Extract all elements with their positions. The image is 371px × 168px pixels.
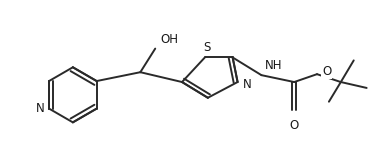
Text: O: O	[322, 65, 331, 78]
Text: N: N	[36, 102, 45, 115]
Text: N: N	[243, 77, 251, 91]
Text: O: O	[289, 119, 299, 132]
Text: NH: NH	[265, 59, 282, 72]
Text: OH: OH	[160, 33, 178, 46]
Text: S: S	[203, 41, 210, 54]
